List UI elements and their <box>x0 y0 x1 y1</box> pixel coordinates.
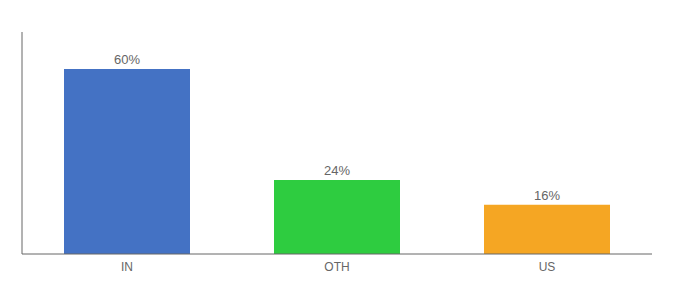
svg-text:US: US <box>539 260 556 274</box>
svg-text:IN: IN <box>121 260 133 274</box>
svg-text:OTH: OTH <box>324 260 349 274</box>
svg-text:24%: 24% <box>324 163 350 178</box>
svg-text:60%: 60% <box>114 52 140 67</box>
svg-text:16%: 16% <box>534 188 560 203</box>
